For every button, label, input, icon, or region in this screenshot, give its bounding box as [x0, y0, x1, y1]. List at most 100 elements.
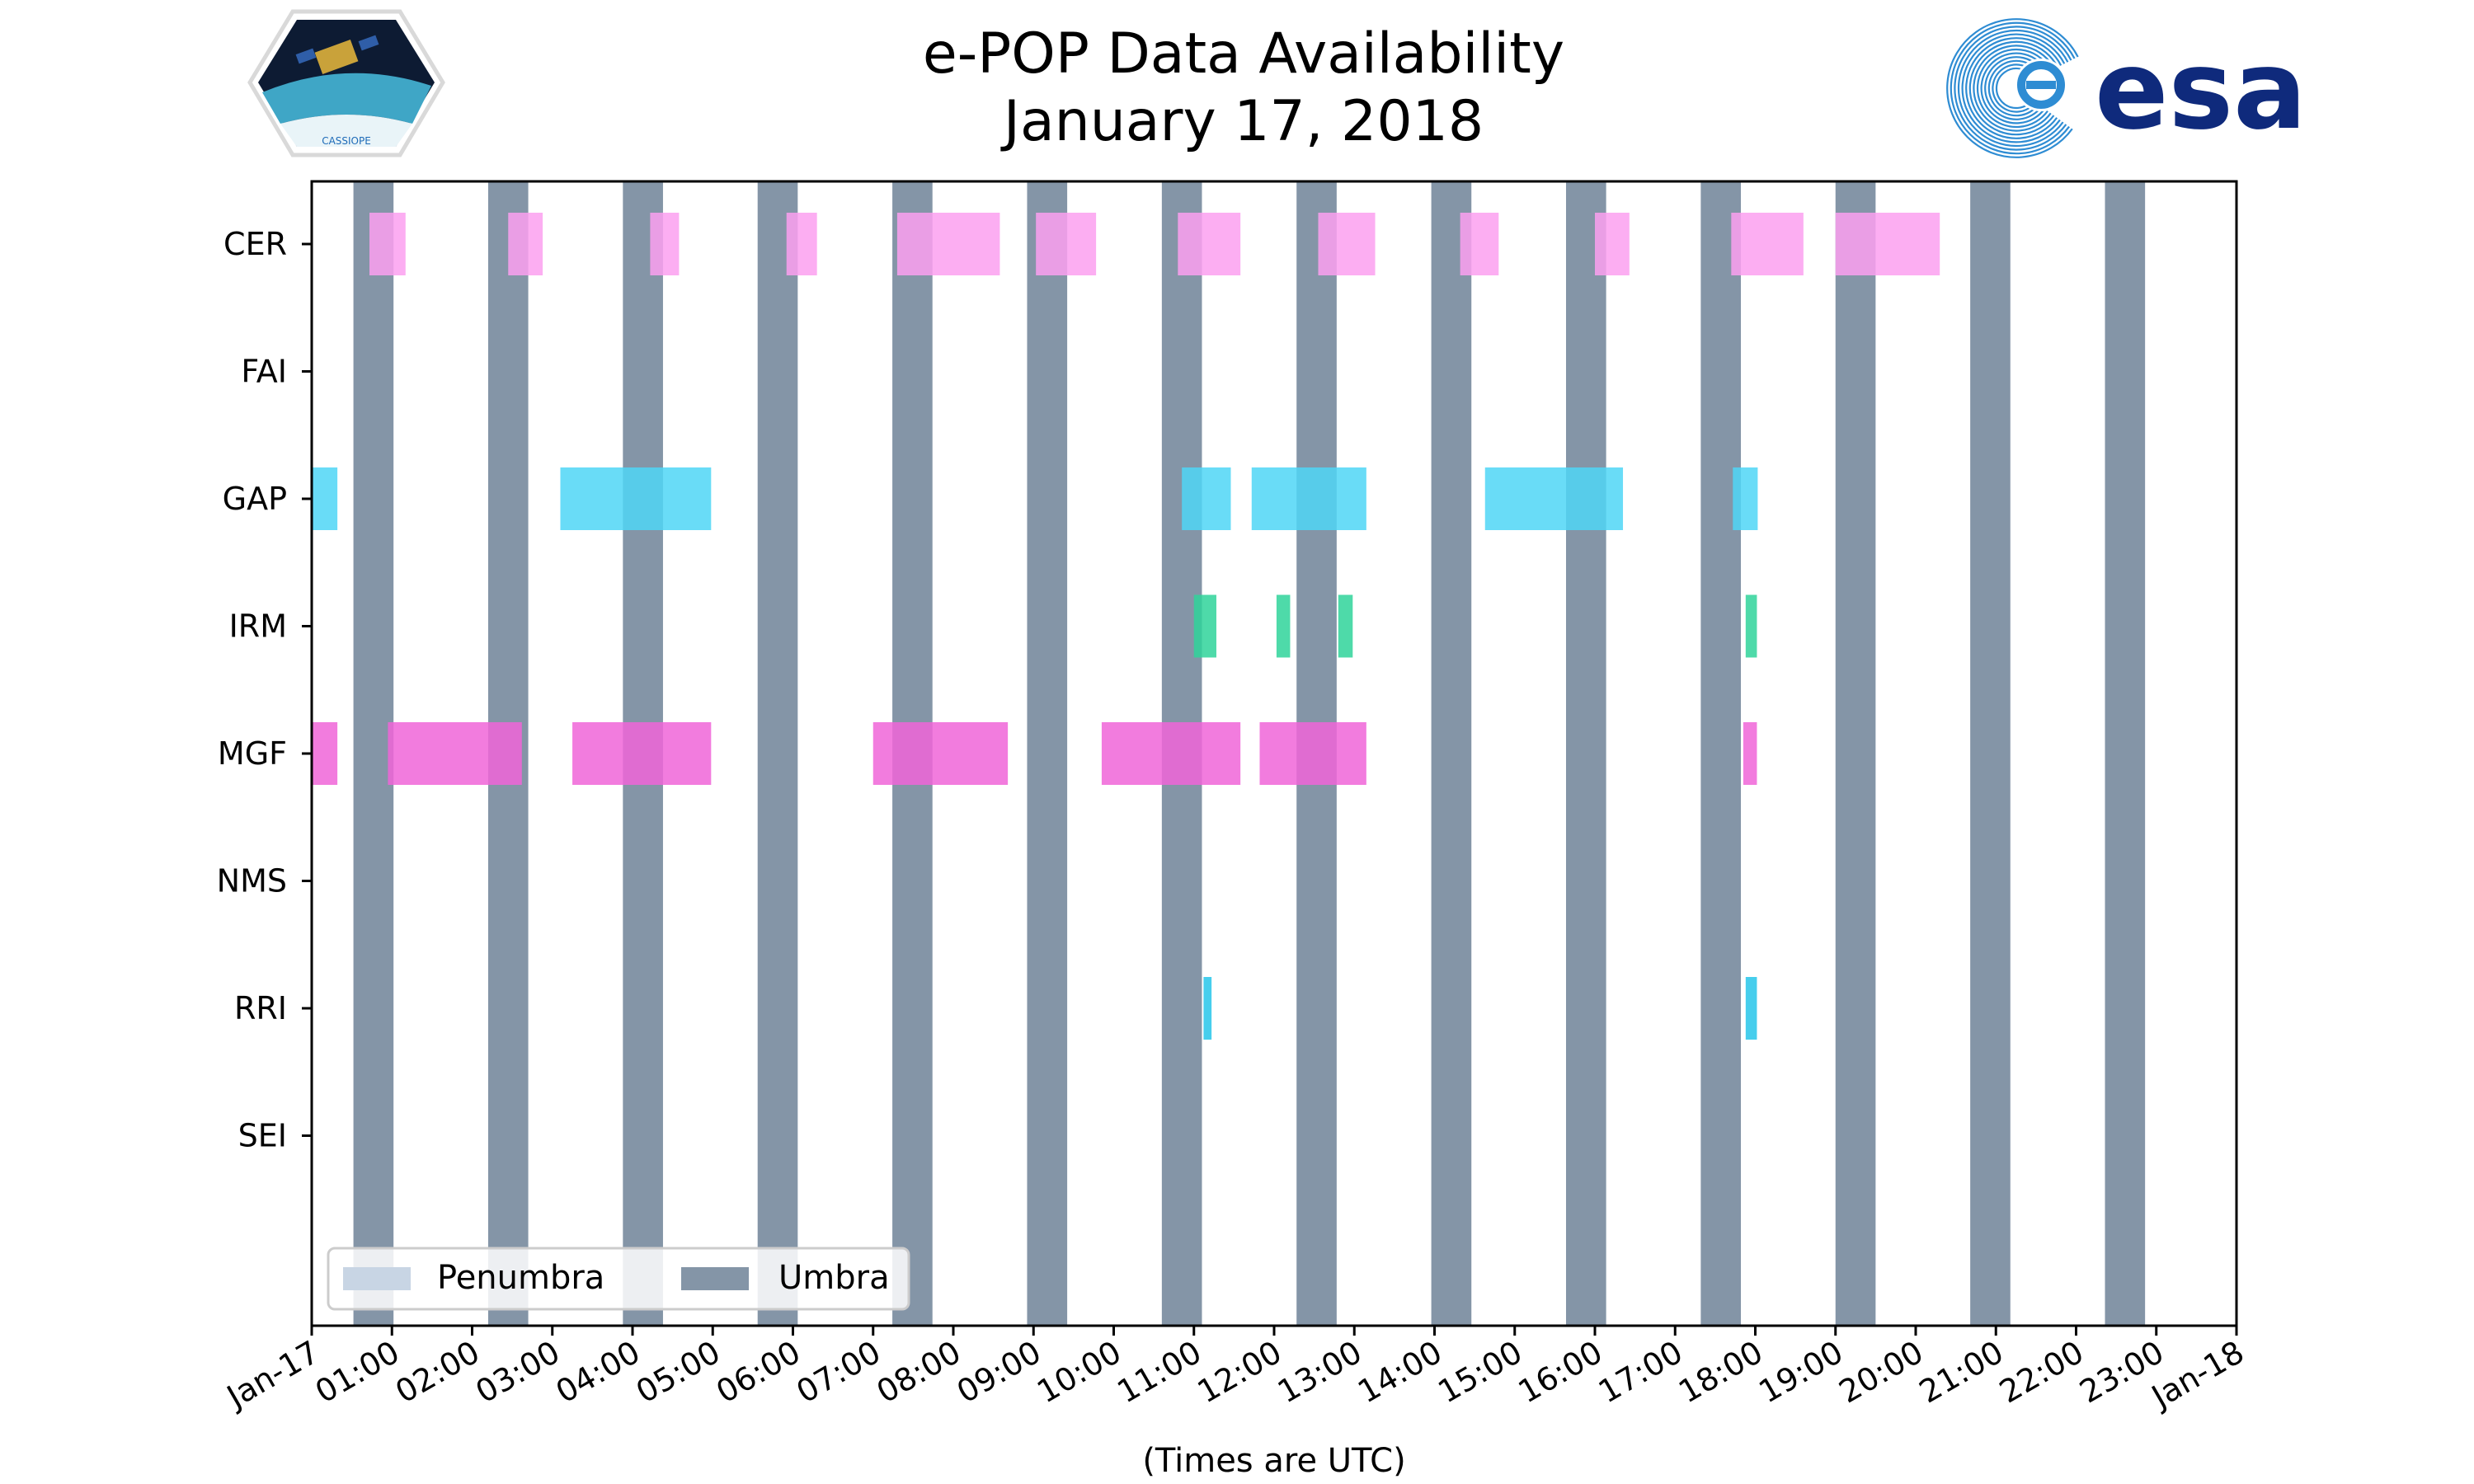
x-tick-label-0: Jan-17	[219, 1334, 325, 1416]
legend-label-penumbra: Penumbra	[437, 1259, 604, 1297]
mgf-bar-1	[388, 722, 522, 785]
esa-swirl-arc	[1976, 48, 2052, 129]
gap-bar-0	[312, 467, 338, 530]
cer-bar-9	[1595, 213, 1630, 275]
umbra-band-11	[1835, 181, 1876, 1326]
x-tick-label-10: 10:00	[1031, 1334, 1127, 1411]
legend-label-umbra: Umbra	[778, 1259, 890, 1297]
umbra-band-9	[1565, 181, 1606, 1326]
cer-bar-11	[1835, 213, 1940, 275]
y-tick-label-nms: NMS	[217, 863, 287, 899]
x-tick-label-17: 17:00	[1592, 1334, 1689, 1411]
umbra-band-12	[1970, 181, 2011, 1326]
mgf-bar-4	[1101, 722, 1241, 785]
esa-swirl-arc	[1957, 29, 2069, 148]
x-axis-label: (Times are UTC)	[1142, 1442, 1405, 1480]
x-tick-label-4: 04:00	[550, 1334, 647, 1411]
legend-box	[327, 1247, 910, 1311]
esa-swirl-arc	[1950, 21, 2076, 155]
esa-swirl-arc	[1984, 56, 2045, 120]
mgf-bar-5	[1259, 722, 1366, 785]
y-tick-label-mgf: MGF	[218, 735, 287, 772]
y-tick-label-irm: IRM	[229, 608, 287, 645]
x-tick-label-9: 09:00	[951, 1334, 1047, 1411]
y-tick-label-rri: RRI	[234, 990, 287, 1026]
x-tick-label-11: 11:00	[1111, 1334, 1207, 1411]
data-bars	[312, 213, 1940, 1040]
cer-bar-6	[1178, 213, 1241, 275]
x-axis: Jan-1701:0002:0003:0004:0005:0006:0007:0…	[219, 1326, 2251, 1416]
gap-bar-3	[1251, 467, 1366, 530]
x-tick-label-8: 08:00	[871, 1334, 967, 1411]
cer-bar-7	[1318, 213, 1376, 275]
x-tick-label-1: 01:00	[309, 1334, 406, 1411]
umbra-band-8	[1431, 181, 1472, 1326]
chart-title: e-POP Data Availability	[923, 21, 1564, 87]
x-tick-label-2: 02:00	[389, 1334, 486, 1411]
umbra-band-10	[1700, 181, 1741, 1326]
umbra-band-13	[2105, 181, 2146, 1326]
x-tick-label-19: 19:00	[1752, 1334, 1849, 1411]
gap-bar-4	[1484, 467, 1624, 530]
irm-bar-1	[1276, 594, 1291, 658]
x-tick-label-21: 21:00	[1913, 1334, 2010, 1411]
x-tick-label-18: 18:00	[1672, 1334, 1769, 1411]
mgf-bar-6	[1743, 722, 1757, 785]
satellite-icon	[314, 39, 359, 75]
legend-swatch-penumbra	[343, 1267, 411, 1290]
x-tick-label-13: 13:00	[1272, 1334, 1368, 1411]
mgf-bar-3	[872, 722, 1009, 785]
irm-bar-0	[1193, 594, 1216, 658]
esa-swirl-arc	[1946, 18, 2079, 158]
x-tick-label-22: 22:00	[1993, 1334, 2090, 1411]
x-tick-label-15: 15:00	[1432, 1334, 1528, 1411]
cassiope-caption: CASSIOPE	[322, 135, 371, 147]
esa-logo: esa	[1946, 18, 2307, 158]
umbra-band-5	[1027, 181, 1068, 1326]
esa-swirl-arc	[1954, 26, 2072, 151]
x-tick-label-24: Jan-18	[2144, 1334, 2250, 1416]
irm-bar-2	[1338, 594, 1353, 658]
cer-bar-0	[369, 213, 406, 275]
x-tick-label-12: 12:00	[1192, 1334, 1288, 1411]
y-tick-label-cer: CER	[223, 226, 287, 262]
esa-e-mark	[2017, 61, 2066, 109]
x-tick-label-5: 05:00	[630, 1334, 727, 1411]
cer-bar-2	[650, 213, 680, 275]
x-tick-label-6: 06:00	[710, 1334, 807, 1411]
x-tick-label-3: 03:00	[469, 1334, 566, 1411]
rri-bar-0	[1203, 977, 1212, 1040]
esa-swirl-arc	[1987, 59, 2042, 117]
esa-wordmark: esa	[2095, 27, 2307, 154]
esa-swirl-icon	[1946, 18, 2079, 158]
cer-bar-4	[896, 213, 1000, 275]
chart-subtitle: January 17, 2018	[1000, 89, 1484, 154]
rri-bar-1	[1745, 977, 1757, 1040]
umbra-band-0	[353, 181, 394, 1326]
cer-bar-5	[1036, 213, 1097, 275]
x-tick-label-16: 16:00	[1512, 1334, 1609, 1411]
y-tick-label-gap: GAP	[223, 481, 287, 517]
umbra-band-3	[757, 181, 798, 1326]
cassiope-logo: CASSIOPE	[247, 9, 445, 157]
y-tick-label-fai: FAI	[241, 354, 287, 390]
cer-bar-1	[508, 213, 543, 275]
cer-bar-3	[786, 213, 817, 275]
esa-swirl-arc	[1961, 33, 2066, 143]
y-axis: CER FAI GAP IRM MGF NMS RRI SEI	[217, 226, 312, 1154]
gap-bar-2	[1182, 467, 1231, 530]
gap-bar-5	[1733, 467, 1758, 530]
esa-swirl-arc	[1973, 45, 2055, 132]
legend-swatch-umbra	[681, 1267, 749, 1290]
mgf-bar-0	[312, 722, 338, 785]
mgf-bar-2	[572, 722, 712, 785]
cer-bar-8	[1460, 213, 1499, 275]
x-tick-label-7: 07:00	[790, 1334, 887, 1411]
x-tick-label-20: 20:00	[1833, 1334, 1930, 1411]
legend: Penumbra Umbra	[327, 1247, 910, 1311]
gap-bar-1	[560, 467, 712, 530]
x-tick-label-14: 14:00	[1352, 1334, 1448, 1411]
cer-bar-10	[1731, 213, 1804, 275]
esa-swirl-arc	[1965, 37, 2062, 139]
